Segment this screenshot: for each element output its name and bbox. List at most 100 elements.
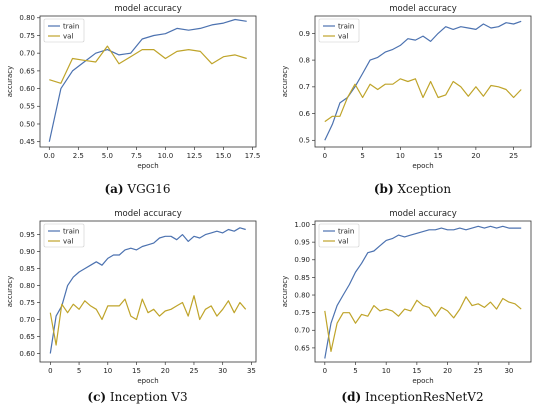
plot-frame xyxy=(39,15,257,148)
caption-tag: (a) xyxy=(104,182,124,196)
y-axis-label: accuracy xyxy=(6,276,14,308)
y-tick-label: 0.70 xyxy=(19,50,35,58)
y-tick-label: 0.70 xyxy=(294,327,310,335)
caption-tag: (b) xyxy=(373,182,394,196)
legend-label-train: train xyxy=(63,22,79,30)
legend: train val xyxy=(318,223,360,248)
x-tick-label: 25 xyxy=(474,367,483,375)
x-tick-label: 15 xyxy=(412,367,421,375)
x-tick-label: 0 xyxy=(323,367,327,375)
chart-vgg16: model accuracy 0.0 2.5 5.0 7.5 10.0 12.5 15.0 17… xyxy=(6,4,261,170)
y-tick-label: 0.75 xyxy=(294,309,310,317)
y-tick-label: 0.80 xyxy=(19,282,35,290)
y-axis-label: accuracy xyxy=(281,276,289,308)
caption-name: VGG16 xyxy=(127,182,171,196)
y-tick-label: 0.70 xyxy=(19,316,35,324)
x-axis-label: epoch xyxy=(137,162,158,170)
y-tick-label: 0.8 xyxy=(299,57,310,65)
series-line-train xyxy=(324,225,522,359)
x-axis-label: epoch xyxy=(412,377,433,385)
y-tick-label: 0.85 xyxy=(294,274,310,282)
series-line-val xyxy=(49,45,247,84)
x-tick-label: 5 xyxy=(353,367,357,375)
caption-inception-v3: (c) Inception V3 xyxy=(0,390,275,404)
chart-title: model accuracy xyxy=(114,4,182,14)
x-tick-label: 0 xyxy=(323,152,327,160)
y-tick-label: 0.60 xyxy=(19,350,35,358)
caption-tag: (d) xyxy=(341,390,362,404)
y-tick-label: 0.80 xyxy=(294,291,310,299)
x-tick-label: 0 xyxy=(48,367,52,375)
chart-title: model accuracy xyxy=(389,4,457,14)
y-tick-label: 0.50 xyxy=(19,120,35,128)
caption-tag: (c) xyxy=(87,390,107,404)
series-line-train xyxy=(324,20,522,141)
y-tick-label: 0.85 xyxy=(19,265,35,273)
y-tick-label: 0.95 xyxy=(294,239,310,247)
y-tick-label: 0.45 xyxy=(19,138,35,146)
x-tick-label: 35 xyxy=(247,367,256,375)
x-tick-label: 5 xyxy=(360,152,364,160)
y-tick-label: 0.7 xyxy=(299,83,310,91)
plot-frame xyxy=(39,220,257,363)
caption-name: Inception V3 xyxy=(109,390,188,404)
legend-label-val: val xyxy=(63,32,73,40)
caption-name: InceptionResNetV2 xyxy=(364,390,484,404)
chart-inception-v3: model accuracy 0 5 10 15 20 25 30 35 0.60 0.65 0.70… xyxy=(6,209,257,385)
series-line-train xyxy=(49,227,246,354)
plot-frame xyxy=(314,15,532,148)
x-tick-label: 25 xyxy=(509,152,518,160)
x-tick-label: 5.0 xyxy=(102,152,113,160)
plot-frame xyxy=(314,220,532,363)
chart-inceptionresnetv2: model accuracy 0 5 10 15 20 25 30 0.65 0.70 0.75 0.… xyxy=(281,209,532,385)
series-line-val xyxy=(49,295,247,346)
y-tick-label: 0.65 xyxy=(19,67,35,75)
y-tick-label: 0.5 xyxy=(299,137,310,145)
y-tick-label: 0.55 xyxy=(19,103,35,111)
caption-vgg16: (a) VGG16 xyxy=(0,182,275,196)
x-tick-label: 15.0 xyxy=(216,152,232,160)
x-tick-label: 20 xyxy=(471,152,480,160)
x-tick-label: 15 xyxy=(434,152,443,160)
legend-label-train: train xyxy=(338,227,354,235)
chart-title: model accuracy xyxy=(114,209,182,219)
x-axis-label: epoch xyxy=(137,377,158,385)
x-tick-label: 20 xyxy=(443,367,452,375)
x-tick-label: 17.5 xyxy=(245,152,261,160)
x-tick-label: 25 xyxy=(189,367,198,375)
y-tick-label: 0.80 xyxy=(19,14,35,22)
x-tick-label: 12.5 xyxy=(187,152,203,160)
x-tick-label: 0.0 xyxy=(44,152,55,160)
x-tick-label: 10 xyxy=(382,367,391,375)
legend: train val xyxy=(43,18,85,43)
legend-label-val: val xyxy=(63,237,73,245)
y-tick-label: 0.90 xyxy=(19,248,35,256)
y-tick-label: 0.75 xyxy=(19,299,35,307)
series-line-val xyxy=(324,296,522,352)
x-tick-label: 15 xyxy=(132,367,141,375)
caption-inceptionresnetv2: (d) InceptionResNetV2 xyxy=(275,390,550,404)
legend-label-train: train xyxy=(63,227,79,235)
chart-title: model accuracy xyxy=(389,209,457,219)
x-tick-label: 5 xyxy=(77,367,81,375)
chart-xception: model accuracy 0 5 10 15 20 25 0.5 0.6 0.7 0.8 0.9 e… xyxy=(281,4,532,170)
y-tick-label: 1.00 xyxy=(294,221,310,229)
caption-name: Xception xyxy=(397,182,452,196)
x-tick-label: 10.0 xyxy=(158,152,174,160)
y-tick-label: 0.90 xyxy=(294,256,310,264)
y-axis-label: accuracy xyxy=(6,66,14,98)
legend-label-val: val xyxy=(338,32,348,40)
caption-xception: (b) Xception xyxy=(275,182,550,196)
legend: train val xyxy=(43,223,85,248)
y-tick-label: 0.95 xyxy=(19,231,35,239)
x-axis-label: epoch xyxy=(412,162,433,170)
y-tick-label: 0.65 xyxy=(294,344,310,352)
legend: train val xyxy=(318,18,360,43)
x-tick-label: 10 xyxy=(103,367,112,375)
series-line-val xyxy=(324,78,522,123)
x-tick-label: 10 xyxy=(396,152,405,160)
y-tick-label: 0.60 xyxy=(19,85,35,93)
x-tick-label: 2.5 xyxy=(73,152,84,160)
y-tick-label: 0.65 xyxy=(19,333,35,341)
x-tick-label: 7.5 xyxy=(131,152,142,160)
